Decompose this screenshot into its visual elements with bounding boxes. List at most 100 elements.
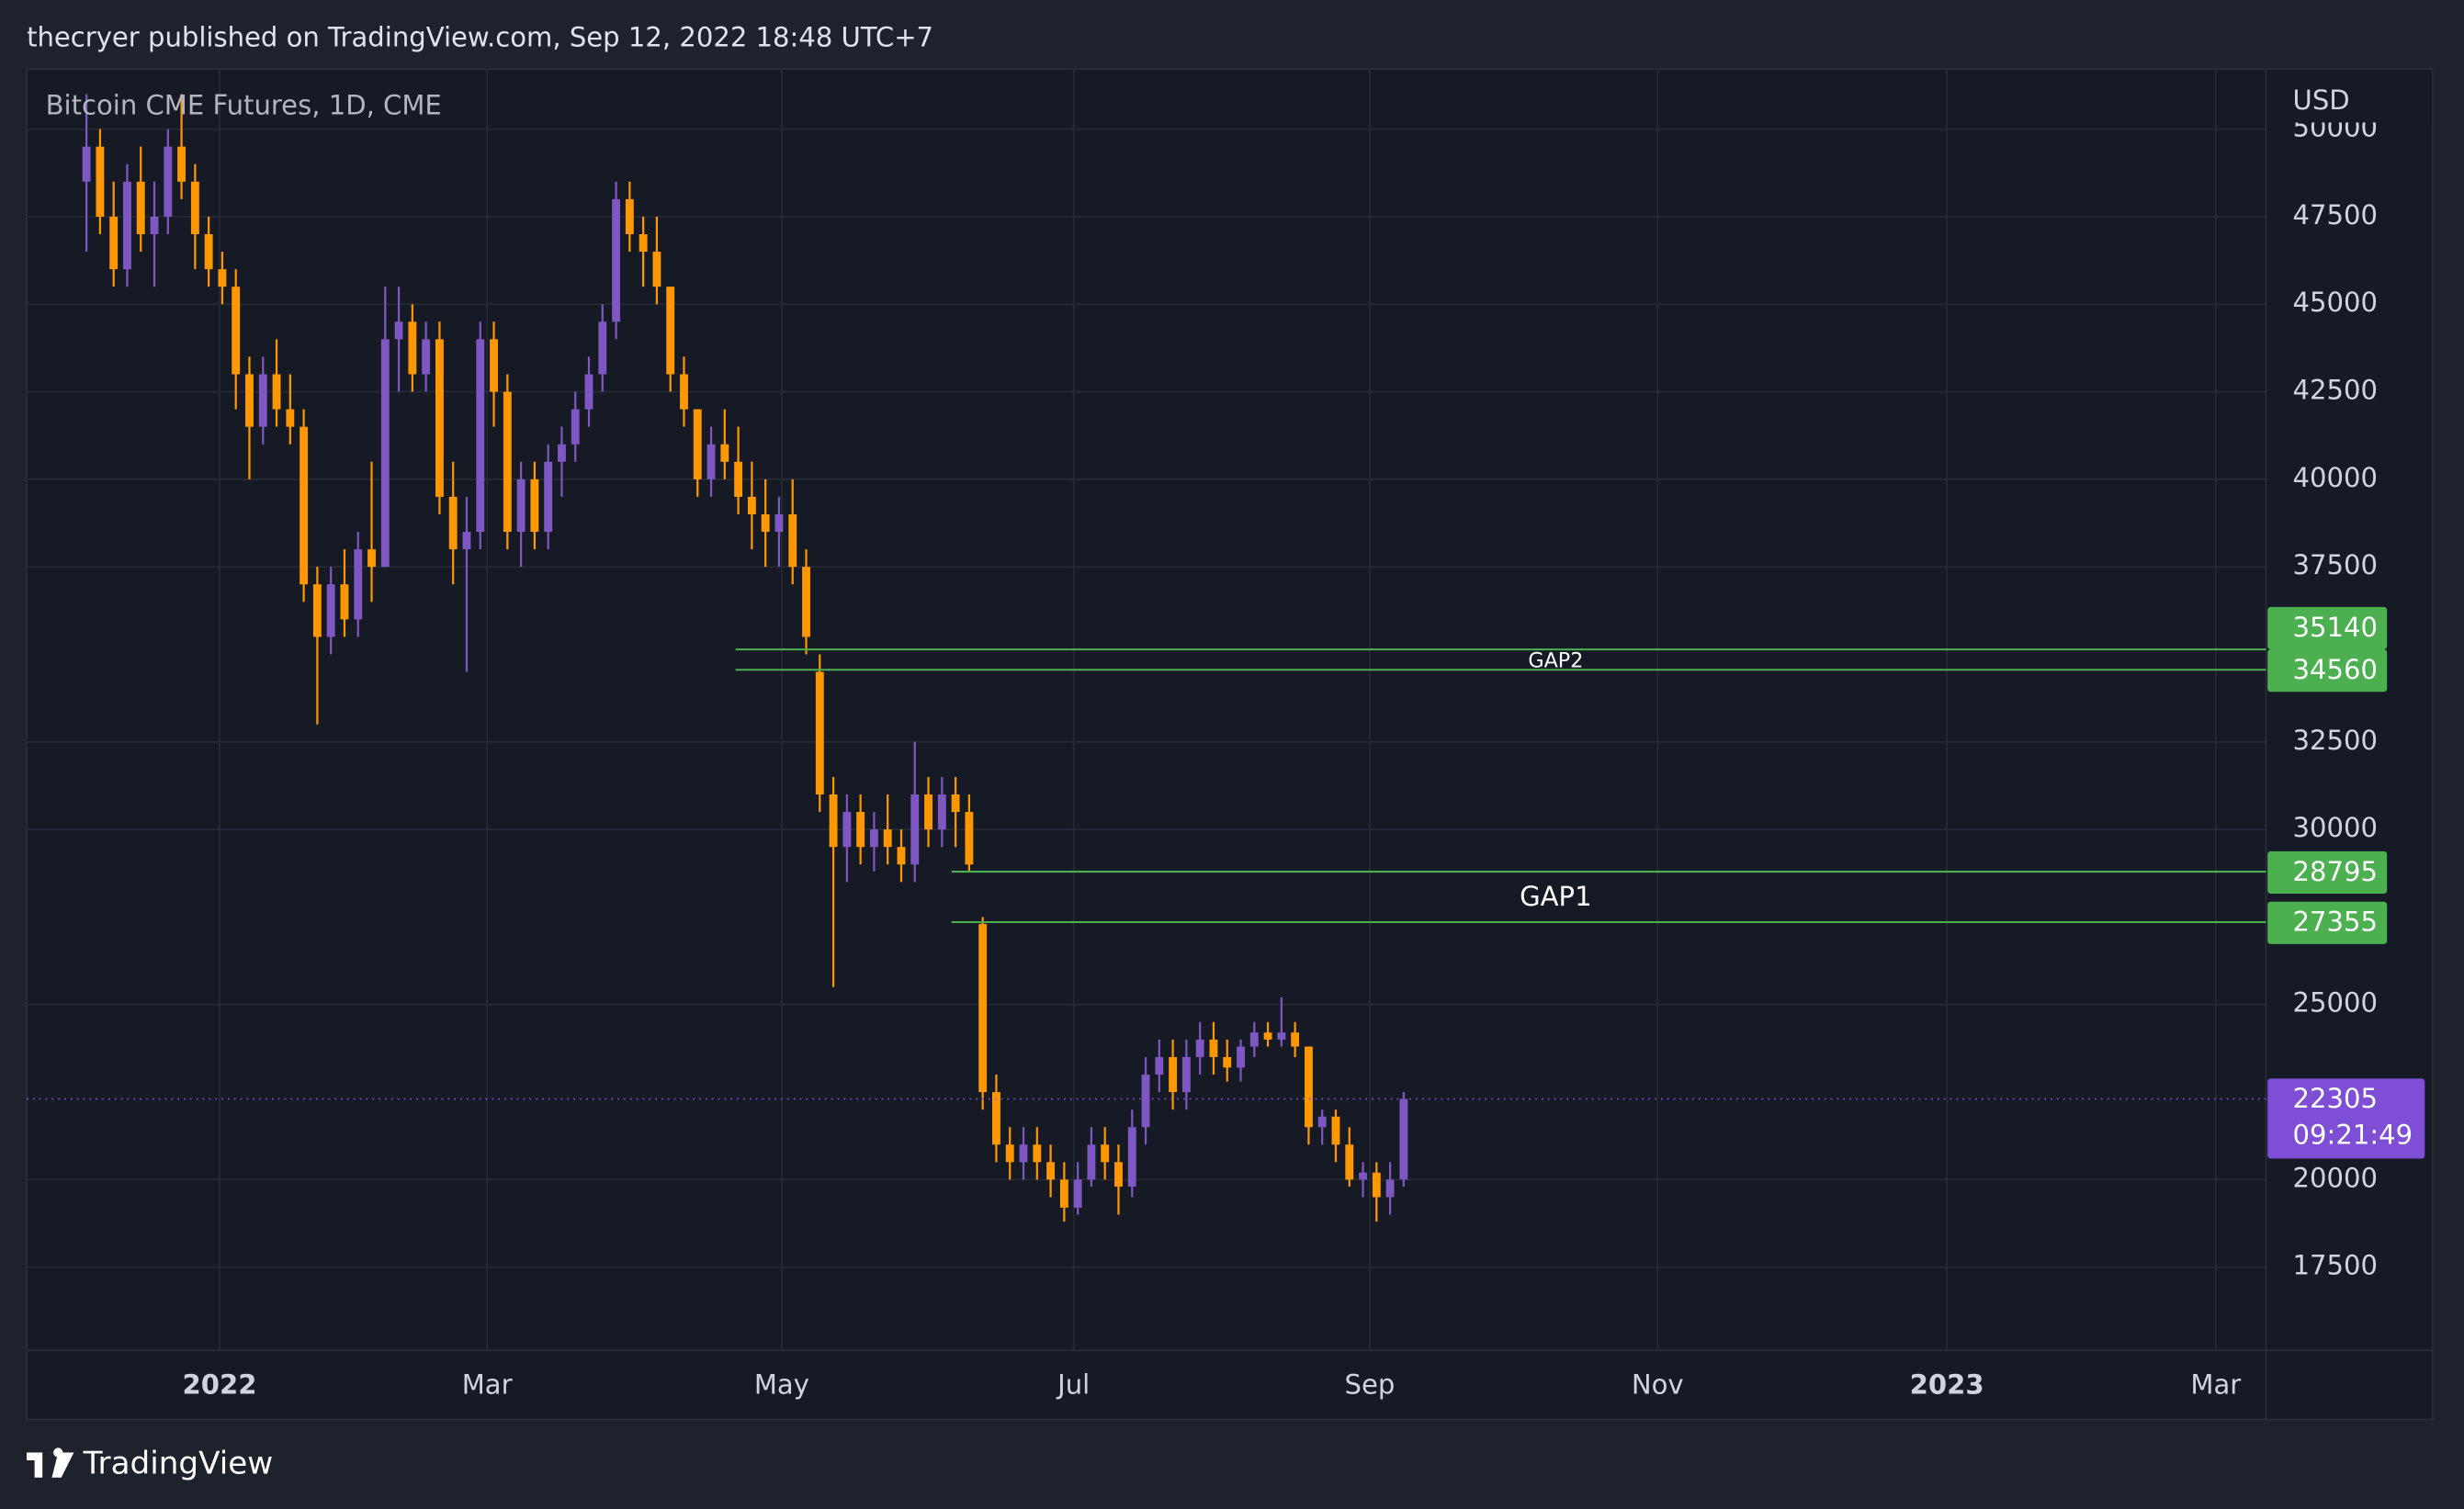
candle-body bbox=[720, 444, 729, 462]
y-tick-label: 32500 bbox=[2293, 725, 2378, 756]
candle-body bbox=[1046, 1162, 1056, 1180]
candle-body bbox=[1141, 1075, 1150, 1128]
candle-body bbox=[286, 409, 295, 427]
candle-body bbox=[177, 146, 186, 182]
price-badge bbox=[2267, 606, 2388, 650]
candle-body bbox=[1331, 1116, 1340, 1145]
candle-body bbox=[516, 479, 526, 533]
candle-body bbox=[693, 409, 702, 479]
price-badge bbox=[2267, 850, 2388, 895]
price-badge-label: 28795 bbox=[2293, 856, 2378, 887]
x-tick-label: 2022 bbox=[183, 1369, 257, 1401]
candle-body bbox=[1059, 1179, 1068, 1208]
candle-body bbox=[951, 794, 960, 813]
y-tick-label: 47500 bbox=[2293, 199, 2378, 231]
candle-body bbox=[924, 794, 932, 830]
candle-body bbox=[367, 549, 376, 568]
candle-body bbox=[1019, 1144, 1028, 1163]
candle-body bbox=[1277, 1032, 1286, 1040]
candle-body bbox=[340, 584, 349, 620]
y-tick-label: 20000 bbox=[2293, 1162, 2378, 1193]
candle-body bbox=[612, 198, 621, 322]
gap-label: GAP1 bbox=[1520, 881, 1591, 912]
candle-body bbox=[774, 513, 784, 533]
candle-body bbox=[639, 233, 648, 253]
candle-body bbox=[272, 374, 281, 410]
candle-body bbox=[109, 216, 119, 270]
candle-body bbox=[680, 374, 688, 410]
grid bbox=[27, 69, 2266, 1351]
candle-body bbox=[598, 321, 607, 375]
candle-body bbox=[503, 391, 512, 533]
candle-body bbox=[476, 339, 485, 533]
candle-body bbox=[1181, 1056, 1191, 1093]
logo-mark bbox=[27, 1447, 74, 1478]
y-tick-label: 37500 bbox=[2293, 549, 2378, 580]
candle-body bbox=[300, 426, 309, 585]
candle-body bbox=[150, 216, 159, 234]
candle-body bbox=[164, 146, 173, 217]
overlay: GAP2 35140 34560 GAP1 28795 27355 22305 09:21:4… bbox=[27, 606, 2425, 1159]
candle-body bbox=[666, 287, 675, 375]
candle-body bbox=[1359, 1172, 1367, 1180]
candle-body bbox=[856, 812, 865, 848]
candle-body bbox=[258, 374, 267, 427]
candle-body bbox=[706, 444, 716, 479]
candle-body bbox=[965, 812, 974, 865]
candle-body bbox=[1101, 1144, 1110, 1163]
candle-body bbox=[1033, 1144, 1042, 1163]
candle-body bbox=[558, 444, 566, 462]
candle-body bbox=[829, 794, 838, 848]
countdown-label: 09:21:49 bbox=[2293, 1120, 2413, 1151]
y-tick-label: 42500 bbox=[2293, 375, 2378, 406]
candle-body bbox=[96, 146, 105, 217]
x-tick-label: Sep bbox=[1345, 1369, 1396, 1401]
y-tick-label: 30000 bbox=[2293, 812, 2378, 843]
axis-unit: USD bbox=[2293, 84, 2350, 116]
y-tick-label: 45000 bbox=[2293, 287, 2378, 318]
x-tick-label: Nov bbox=[1632, 1369, 1684, 1401]
y-tick-label: 40000 bbox=[2293, 462, 2378, 493]
candle-body bbox=[435, 339, 444, 497]
candle-body bbox=[1209, 1039, 1218, 1057]
candle-body bbox=[761, 513, 770, 533]
candle-body bbox=[625, 198, 634, 234]
candle-body bbox=[312, 584, 322, 637]
x-tick-label: Mar bbox=[2190, 1369, 2241, 1401]
candle-body bbox=[1345, 1144, 1354, 1180]
candle-body bbox=[1127, 1127, 1136, 1188]
y-tick-label: 17500 bbox=[2293, 1250, 2378, 1281]
candle-body bbox=[136, 181, 145, 234]
candle-body bbox=[584, 374, 593, 410]
candle-body bbox=[245, 374, 254, 427]
candle-body bbox=[1317, 1116, 1327, 1128]
candle-body bbox=[1155, 1056, 1164, 1075]
candle-body bbox=[462, 532, 471, 550]
candle-body bbox=[1372, 1172, 1381, 1198]
candle-body bbox=[1114, 1162, 1123, 1188]
candle-body bbox=[883, 829, 892, 848]
x-tick-label: May bbox=[754, 1369, 809, 1401]
candle-body bbox=[897, 847, 906, 865]
price-badge bbox=[2267, 901, 2388, 944]
candle-body bbox=[408, 321, 417, 375]
gap-label: GAP2 bbox=[1528, 648, 1583, 672]
candle-body bbox=[204, 233, 213, 270]
candle-body bbox=[1263, 1032, 1272, 1040]
candle-body bbox=[747, 496, 756, 514]
candle-body bbox=[1304, 1046, 1313, 1128]
candle-body bbox=[1073, 1179, 1082, 1208]
candle-body bbox=[1195, 1039, 1204, 1057]
candle-body bbox=[571, 409, 580, 445]
candle-body bbox=[422, 339, 431, 375]
candle-body bbox=[734, 461, 743, 497]
candle-body bbox=[1237, 1046, 1245, 1068]
last-price-label: 22305 bbox=[2293, 1083, 2378, 1114]
price-badge-label: 34560 bbox=[2293, 654, 2378, 685]
candle-body bbox=[815, 671, 824, 795]
candle-body bbox=[869, 829, 878, 848]
candle-body bbox=[937, 794, 946, 830]
candle-body bbox=[326, 584, 335, 637]
candle-body bbox=[802, 567, 810, 637]
